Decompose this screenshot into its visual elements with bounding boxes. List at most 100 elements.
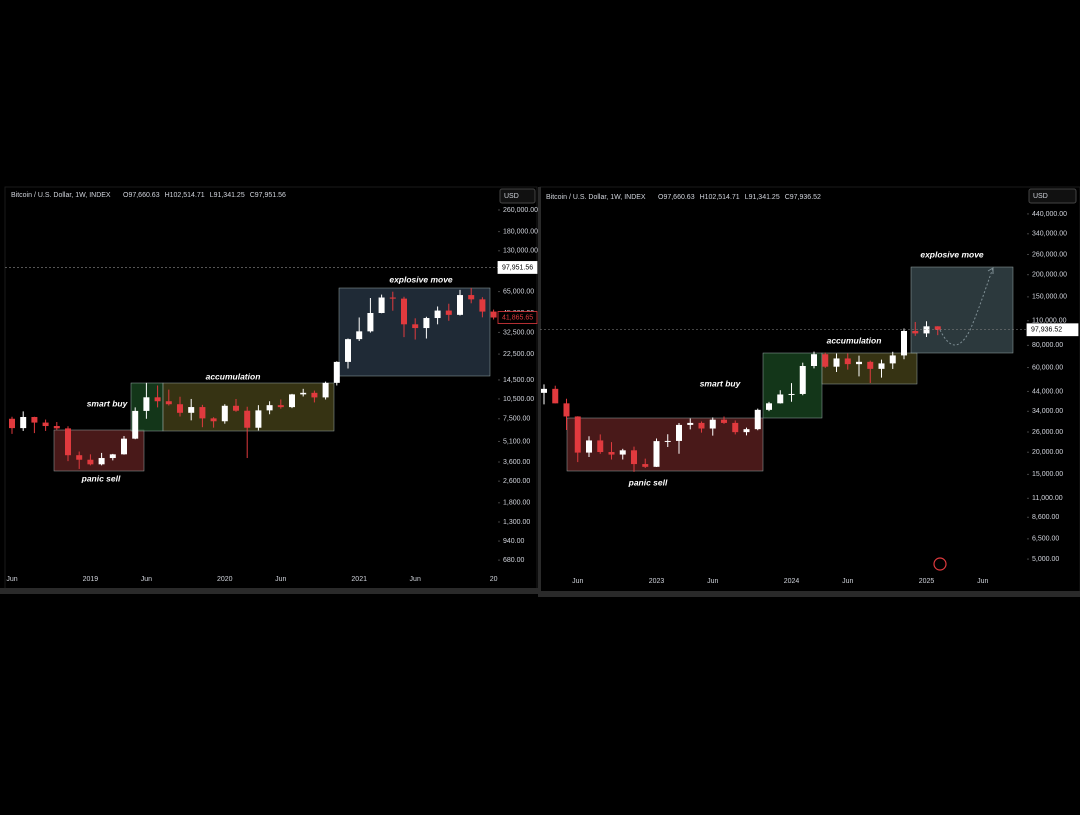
x-tick-label: Jun [572,578,583,585]
y-tick-label: 260,000.00 [503,207,538,214]
candle-body [412,324,419,329]
candle-body [423,318,430,329]
candle-body [367,312,374,332]
candle-body [177,404,183,413]
price-label: 41,865.65 [502,314,533,321]
y-tick-label: 110,000.00 [1032,318,1067,325]
candle-body [743,429,750,433]
candle-body [266,405,273,411]
x-tick-label: 2021 [351,576,367,583]
annotation-label: explosive move [920,249,984,259]
y-tick-label: 200,000.00 [1032,272,1067,279]
candle-body [300,392,307,395]
currency-box [499,188,536,204]
y-tick-label: 80,000.00 [1032,342,1063,349]
ohlc-value: C97,951.56 [250,192,286,199]
price-label: 97,951.56 [502,264,533,271]
candle-body [345,339,351,362]
x-tick-label: 2019 [83,576,99,583]
y-tick-label: 34,000.00 [1032,408,1063,415]
candle-body [53,426,60,429]
y-tick-label: 5,100.00 [503,438,530,445]
candle-body [833,358,840,367]
annotation-box [338,287,491,377]
y-tick-label: 22,500.00 [503,351,534,358]
candle-body [165,401,172,405]
y-tick-label: 44,000.00 [1032,388,1063,395]
candle-body [457,295,463,315]
candle-body [642,464,649,467]
candle-body [878,363,885,369]
candle-body [20,416,27,429]
candle-body [867,361,874,369]
candle-body [389,297,396,299]
annotation-label: accumulation [827,335,882,345]
x-tick-label: Jun [141,576,152,583]
annotation-box [910,266,1014,354]
candle-body [619,450,626,455]
candle-body [31,416,38,423]
y-tick-label: 14,500.00 [503,377,534,384]
y-tick-label: 20,000.00 [1032,449,1063,456]
candle-body [901,330,907,356]
price-label: 97,936.52 [1031,327,1062,334]
candle-body [233,405,239,411]
y-tick-label: 26,000.00 [1032,429,1063,436]
ohlc-value: O97,660.63 [658,194,695,201]
y-tick-label: 32,500.00 [503,329,534,336]
currency-box [1028,188,1077,204]
x-tick-label: Jun [6,576,17,583]
candle-body [277,405,284,408]
price-label-box [497,261,538,274]
annotation-label: panic sell [81,473,121,483]
candle-body [844,358,851,365]
annotation-label: explosive move [389,274,453,284]
candle-body [597,440,604,453]
candle-body [799,365,806,394]
candle-body [445,310,452,315]
candle-body [188,407,195,413]
candle-body [856,361,862,365]
candle-body [199,407,206,419]
scrollbar [0,588,538,594]
ohlc-value: L91,341.25 [745,194,780,201]
candle-body [221,405,228,422]
y-tick-label: 7,500.00 [503,416,530,423]
chart-title: Bitcoin / U.S. Dollar, 1W, INDEX [546,194,646,201]
candle-body [289,394,295,408]
candle-body [563,403,570,417]
candle-body [244,410,251,428]
candle-body [401,298,407,325]
candle-body [608,452,615,455]
candle-body [698,422,705,429]
x-tick-label: 2024 [784,578,800,585]
scrollbar [538,591,1080,597]
ohlc-value: L91,341.25 [210,192,245,199]
candle-body [479,299,486,312]
currency: USD [1033,193,1048,200]
candle-body [356,331,363,340]
y-tick-label: 5,000.00 [1032,556,1059,563]
candle-body [889,355,896,364]
candle-body [687,422,694,425]
candle-body [434,310,441,319]
currency: USD [504,193,519,200]
candle-body [9,418,15,429]
x-tick-label: Jun [275,576,286,583]
candle-body [541,388,547,393]
y-tick-label: 440,000.00 [1032,211,1067,218]
annotation-label: accumulation [206,371,261,381]
candle-body [822,354,829,367]
annotation-label: smart buy [87,398,129,408]
candle-body [109,454,116,459]
candle-body [631,450,637,465]
x-tick-label: 20 [490,576,498,583]
candle-body [676,424,682,441]
candle-body [154,397,161,402]
icon[interactable] [933,557,947,571]
candle-body [574,416,581,453]
candle-body [709,419,716,429]
y-tick-label: 1,300.00 [503,519,530,526]
y-tick-label: 6,500.00 [1032,536,1059,543]
